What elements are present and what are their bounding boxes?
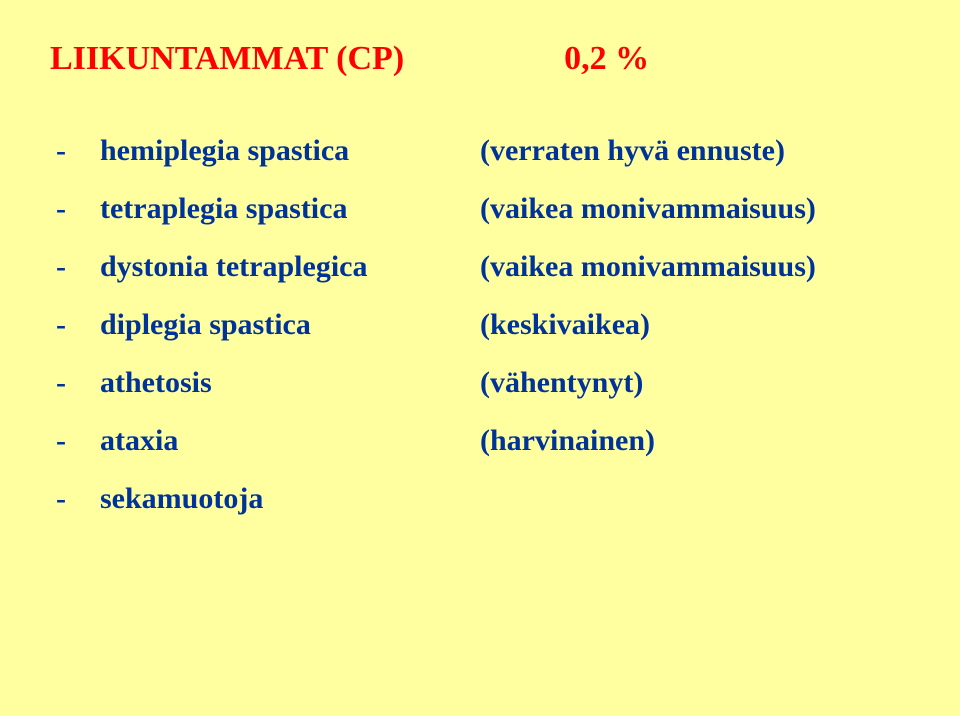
list-item: - athetosis (vähentynyt) xyxy=(50,366,910,400)
bullet-dash: - xyxy=(50,250,100,284)
item-label: ataxia xyxy=(100,424,480,458)
bullet-dash: - xyxy=(50,366,100,400)
item-list: - hemiplegia spastica (verraten hyvä enn… xyxy=(50,134,910,516)
item-desc: (verraten hyvä ennuste) xyxy=(480,134,910,168)
item-label: dystonia tetraplegica xyxy=(100,250,480,284)
slide: LIIKUNTAMMAT (CP) 0,2 % - hemiplegia spa… xyxy=(0,0,960,716)
bullet-dash: - xyxy=(50,424,100,458)
item-label: athetosis xyxy=(100,366,480,400)
list-item: - ataxia (harvinainen) xyxy=(50,424,910,458)
bullet-dash: - xyxy=(50,134,100,168)
slide-title: LIIKUNTAMMAT (CP) xyxy=(50,40,404,78)
item-desc: (keskivaikea) xyxy=(480,308,910,342)
bullet-dash: - xyxy=(50,308,100,342)
item-label: tetraplegia spastica xyxy=(100,192,480,226)
item-label: sekamuotoja xyxy=(100,482,480,516)
slide-title-value: 0,2 % xyxy=(564,40,649,78)
item-label: hemiplegia spastica xyxy=(100,134,480,168)
item-desc: (vaikea monivammaisuus) xyxy=(480,250,910,284)
bullet-dash: - xyxy=(50,482,100,516)
item-label: diplegia spastica xyxy=(100,308,480,342)
list-item: - hemiplegia spastica (verraten hyvä enn… xyxy=(50,134,910,168)
bullet-dash: - xyxy=(50,192,100,226)
list-item: - diplegia spastica (keskivaikea) xyxy=(50,308,910,342)
item-desc: (vaikea monivammaisuus) xyxy=(480,192,910,226)
list-item: - tetraplegia spastica (vaikea monivamma… xyxy=(50,192,910,226)
list-item: - sekamuotoja xyxy=(50,482,910,516)
item-desc: (vähentynyt) xyxy=(480,366,910,400)
slide-title-row: LIIKUNTAMMAT (CP) 0,2 % xyxy=(50,40,910,78)
list-item: - dystonia tetraplegica (vaikea monivamm… xyxy=(50,250,910,284)
item-desc: (harvinainen) xyxy=(480,424,910,458)
